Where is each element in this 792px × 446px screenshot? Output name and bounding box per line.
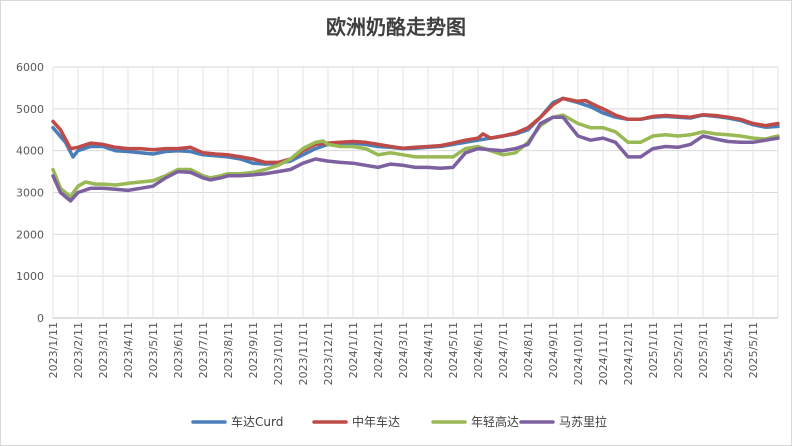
x-tick-label: 2023/4/11	[122, 322, 135, 378]
legend-label: 中年车达	[352, 414, 400, 429]
x-tick-label: 2023/12/11	[322, 322, 335, 385]
legend-label: 年轻高达	[471, 414, 519, 429]
grid-layer	[52, 66, 779, 319]
x-tick-label: 2024/2/11	[372, 322, 385, 378]
series-layer	[51, 96, 780, 203]
x-tick-label: 2025/4/11	[722, 322, 735, 378]
y-tick-label: 6000	[16, 61, 44, 74]
y-tick-label: 4000	[16, 145, 44, 158]
series-line-3	[51, 115, 780, 203]
x-tick-label: 2023/1/11	[47, 322, 60, 378]
x-tick-label: 2025/3/11	[697, 322, 710, 378]
chart-title: 欧洲奶酪走势图	[326, 15, 466, 39]
x-tick-label: 2024/1/11	[347, 322, 360, 378]
series-line-2	[51, 113, 780, 199]
x-tick-label: 2024/12/11	[622, 322, 635, 385]
x-tick-label: 2023/6/11	[172, 322, 185, 378]
series-line-0	[51, 96, 780, 166]
x-tick-label: 2024/3/11	[397, 322, 410, 378]
x-tick-label: 2023/2/11	[72, 322, 85, 378]
x-tick-label: 2024/4/11	[422, 322, 435, 378]
x-tick-label: 2024/9/11	[547, 322, 560, 378]
x-tick-label: 2023/7/11	[197, 322, 210, 378]
x-tick-label: 2023/9/11	[247, 322, 260, 378]
x-tick-label: 2024/5/11	[447, 322, 460, 378]
y-tick-label: 0	[37, 312, 44, 325]
x-tick-label: 2024/10/11	[572, 322, 585, 385]
x-tick-label: 2023/11/11	[297, 322, 310, 385]
series-line-1	[51, 96, 780, 165]
x-tick-label: 2024/11/11	[597, 322, 610, 385]
x-tick-label: 2023/10/11	[272, 322, 285, 385]
x-axis-ticks: 2023/1/11 2023/2/11 2023/3/11 2023/4/11 2023…	[47, 322, 760, 385]
x-tick-label: 2025/5/11	[747, 322, 760, 378]
legend-label: 车达Curd	[231, 414, 283, 429]
x-tick-label: 2023/5/11	[147, 322, 160, 378]
x-tick-label: 2023/3/11	[97, 322, 110, 378]
y-tick-label: 3000	[16, 187, 44, 200]
legend-label: 马苏里拉	[559, 414, 607, 429]
y-axis-ticks: 0 1000 2000 3000 4000 5000 6000	[16, 61, 44, 325]
legend: 车达Curd 中年车达 年轻高达 马苏里拉	[191, 414, 607, 429]
y-tick-label: 2000	[16, 228, 44, 241]
x-tick-label: 2024/7/11	[497, 322, 510, 378]
y-tick-label: 1000	[16, 270, 44, 283]
x-tick-label: 2024/8/11	[522, 322, 535, 378]
x-tick-label: 2023/8/11	[222, 322, 235, 378]
x-tick-label: 2025/1/11	[647, 322, 660, 378]
x-tick-label: 2024/6/11	[472, 322, 485, 378]
y-tick-label: 5000	[16, 103, 44, 116]
x-tick-label: 2025/2/11	[672, 322, 685, 378]
